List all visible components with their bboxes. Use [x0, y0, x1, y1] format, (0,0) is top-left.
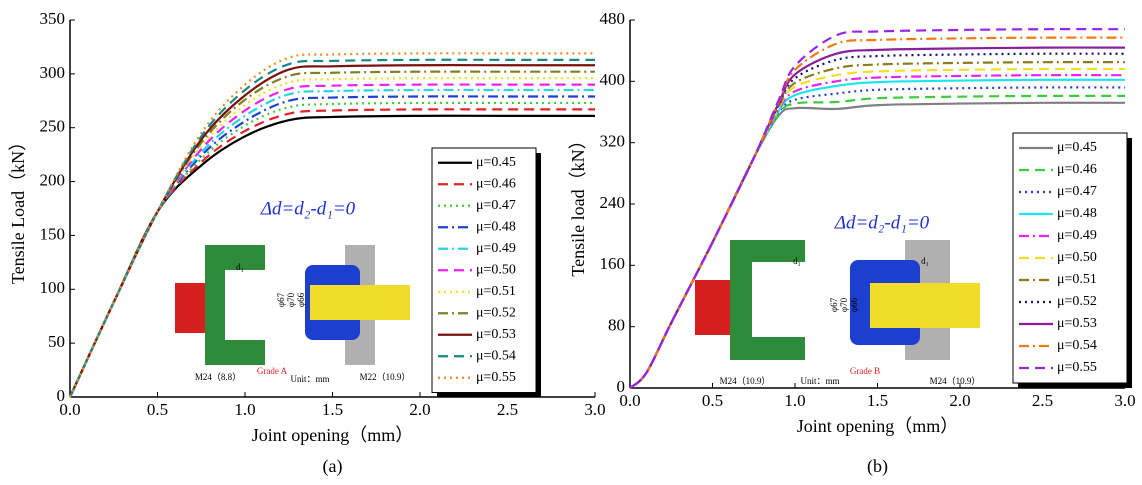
y-tick-label: 50: [48, 332, 65, 351]
y-tick-label: 350: [40, 9, 66, 28]
legend-box: [431, 147, 537, 393]
series-line: [629, 28, 1126, 389]
x-tick-label: 3.0: [584, 400, 605, 419]
legend-label: μ=0.45: [1057, 140, 1097, 155]
series-line: [69, 101, 595, 398]
plate-cut: [225, 270, 270, 340]
inset-a: [175, 245, 410, 365]
bolt: [310, 285, 410, 320]
inset-label: Unit：mm: [800, 376, 839, 386]
x-tick-label: 1.5: [867, 391, 888, 410]
inset-label: d₁: [921, 256, 929, 266]
legend-label: μ=0.52: [476, 305, 516, 320]
legend-label: μ=0.51: [1057, 272, 1097, 287]
legend-label: μ=0.55: [476, 370, 516, 385]
x-axis-title: Joint opening（mm）: [797, 416, 959, 436]
inset-label: Unit：mm: [290, 374, 329, 384]
x-tick-label: 1.0: [234, 400, 255, 419]
x-tick-label: 0.0: [619, 391, 640, 410]
y-axis-title: Tensile load（kN）: [568, 131, 588, 276]
legend-label: μ=0.51: [476, 284, 516, 299]
y-tick-label: 0: [57, 386, 66, 405]
x-tick-label: 1.0: [784, 391, 805, 410]
inset-label: M24（10.9）: [930, 376, 981, 386]
y-tick-label: 100: [40, 278, 66, 297]
inset-label: d₁: [793, 256, 801, 266]
legend-label: μ=0.48: [1057, 206, 1097, 221]
x-axis-title: Joint opening（mm）: [252, 425, 414, 445]
legend-label: μ=0.45: [476, 155, 516, 170]
legend-label: μ=0.48: [476, 219, 516, 234]
legend-label: μ=0.46: [476, 176, 516, 191]
legend-label: μ=0.53: [1057, 316, 1097, 331]
x-tick-label: 0.0: [59, 400, 80, 419]
x-tick-label: 2.5: [1032, 391, 1053, 410]
x-tick-label: 0.5: [147, 400, 168, 419]
legend-box: [1012, 132, 1128, 384]
series-line: [629, 94, 1126, 389]
panel-label: (a): [323, 456, 343, 477]
legend-label: μ=0.49: [1057, 228, 1097, 243]
inset-label: φ66: [849, 297, 859, 312]
bolt: [870, 283, 980, 328]
inset-label: φ70: [286, 292, 296, 307]
y-axis-title: Tensile Load（kN）: [8, 133, 28, 284]
series-line: [69, 76, 595, 398]
inset-label: φ66: [296, 292, 306, 307]
x-tick-label: 0.5: [702, 391, 723, 410]
inset-label: φ67: [276, 292, 286, 307]
legend-label: μ=0.49: [476, 241, 516, 256]
x-tick-label: 2.0: [949, 391, 970, 410]
legend-label: μ=0.47: [476, 198, 516, 213]
legend-label: μ=0.52: [1057, 294, 1097, 309]
y-tick-label: 0: [617, 377, 626, 396]
inset-label: φ70: [839, 297, 849, 312]
legend-label: μ=0.50: [476, 262, 516, 277]
annotation: Δd=d₂-d₁=0: [260, 198, 356, 219]
legend-label: μ=0.47: [1057, 184, 1097, 199]
legend-label: μ=0.55: [1057, 360, 1097, 375]
series-line: [629, 36, 1126, 389]
x-tick-label: 3.0: [1114, 391, 1135, 410]
series-line: [629, 46, 1126, 389]
inset-label: d₁: [236, 262, 244, 272]
x-tick-label: 1.5: [322, 400, 343, 419]
inset-b: [695, 240, 980, 360]
panel-label: (b): [867, 456, 888, 477]
y-tick-label: 200: [40, 170, 66, 189]
inset-label: M24（10.9）: [720, 376, 771, 386]
series-line: [69, 58, 595, 398]
legend-label: μ=0.50: [1057, 250, 1097, 265]
legend-label: μ=0.46: [1057, 162, 1097, 177]
y-tick-label: 150: [40, 224, 66, 243]
inset-label: Grade B: [850, 366, 880, 376]
legend-label: μ=0.54: [1057, 338, 1097, 353]
series-line: [629, 67, 1126, 389]
plate-cut: [752, 262, 807, 337]
inset-label: M22（10.9）: [360, 372, 411, 382]
series-line: [629, 61, 1126, 389]
inset-label: φ67: [829, 297, 839, 312]
y-tick-label: 320: [600, 132, 626, 151]
y-tick-label: 250: [40, 117, 66, 136]
x-tick-label: 2.5: [497, 400, 518, 419]
y-tick-label: 80: [608, 316, 625, 335]
inset-label: M24（8.8）: [195, 372, 241, 382]
inset-label: Grade A: [257, 366, 288, 376]
legend-label: μ=0.53: [476, 327, 516, 342]
y-tick-label: 400: [600, 70, 626, 89]
y-tick-label: 480: [600, 9, 626, 28]
y-tick-label: 300: [40, 63, 66, 82]
x-tick-label: 2.0: [409, 400, 430, 419]
annotation: Δd=d₂-d₁=0: [834, 212, 930, 233]
y-tick-label: 240: [600, 193, 626, 212]
legend-label: μ=0.54: [476, 348, 516, 363]
y-tick-label: 160: [600, 254, 626, 273]
